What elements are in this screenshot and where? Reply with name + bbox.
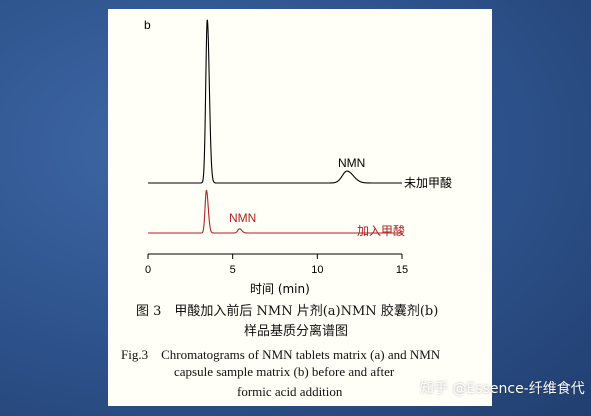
x-axis-title: 时间 (min)	[250, 282, 310, 296]
panel-label: b	[144, 18, 151, 32]
legend-with-acid: 加入甲酸	[357, 224, 406, 238]
caption-en-line2: capsule sample matrix (b) before and aft…	[174, 364, 395, 379]
caption-en-line1: Fig.3 Chromatograms of NMN tablets matri…	[121, 347, 441, 362]
x-tick-label: 0	[144, 264, 152, 276]
x-axis-ticks	[147, 254, 403, 259]
x-tick-label: 5	[229, 264, 236, 276]
nmn-peak-label-black: NMN	[338, 156, 366, 170]
caption-en-line3: formic acid addition	[237, 384, 343, 399]
caption-cn-line1: 图 3 甲酸加入前后 NMN 片剂(a)NMN 胶囊剂(b)	[136, 304, 439, 319]
legend-without-acid: 未加甲酸	[404, 176, 453, 190]
trace-with-acid	[148, 189, 402, 234]
trace-without-acid	[148, 19, 402, 184]
watermark: 知乎 @Essence-纤维食代	[420, 381, 585, 397]
nmn-peak-label-red: NMN	[229, 211, 257, 225]
x-tick-label: 10	[311, 264, 324, 276]
figure-page	[108, 9, 492, 406]
caption-cn-line2: 样品基质分离谱图	[244, 324, 349, 339]
x-tick-label: 15	[395, 264, 409, 276]
